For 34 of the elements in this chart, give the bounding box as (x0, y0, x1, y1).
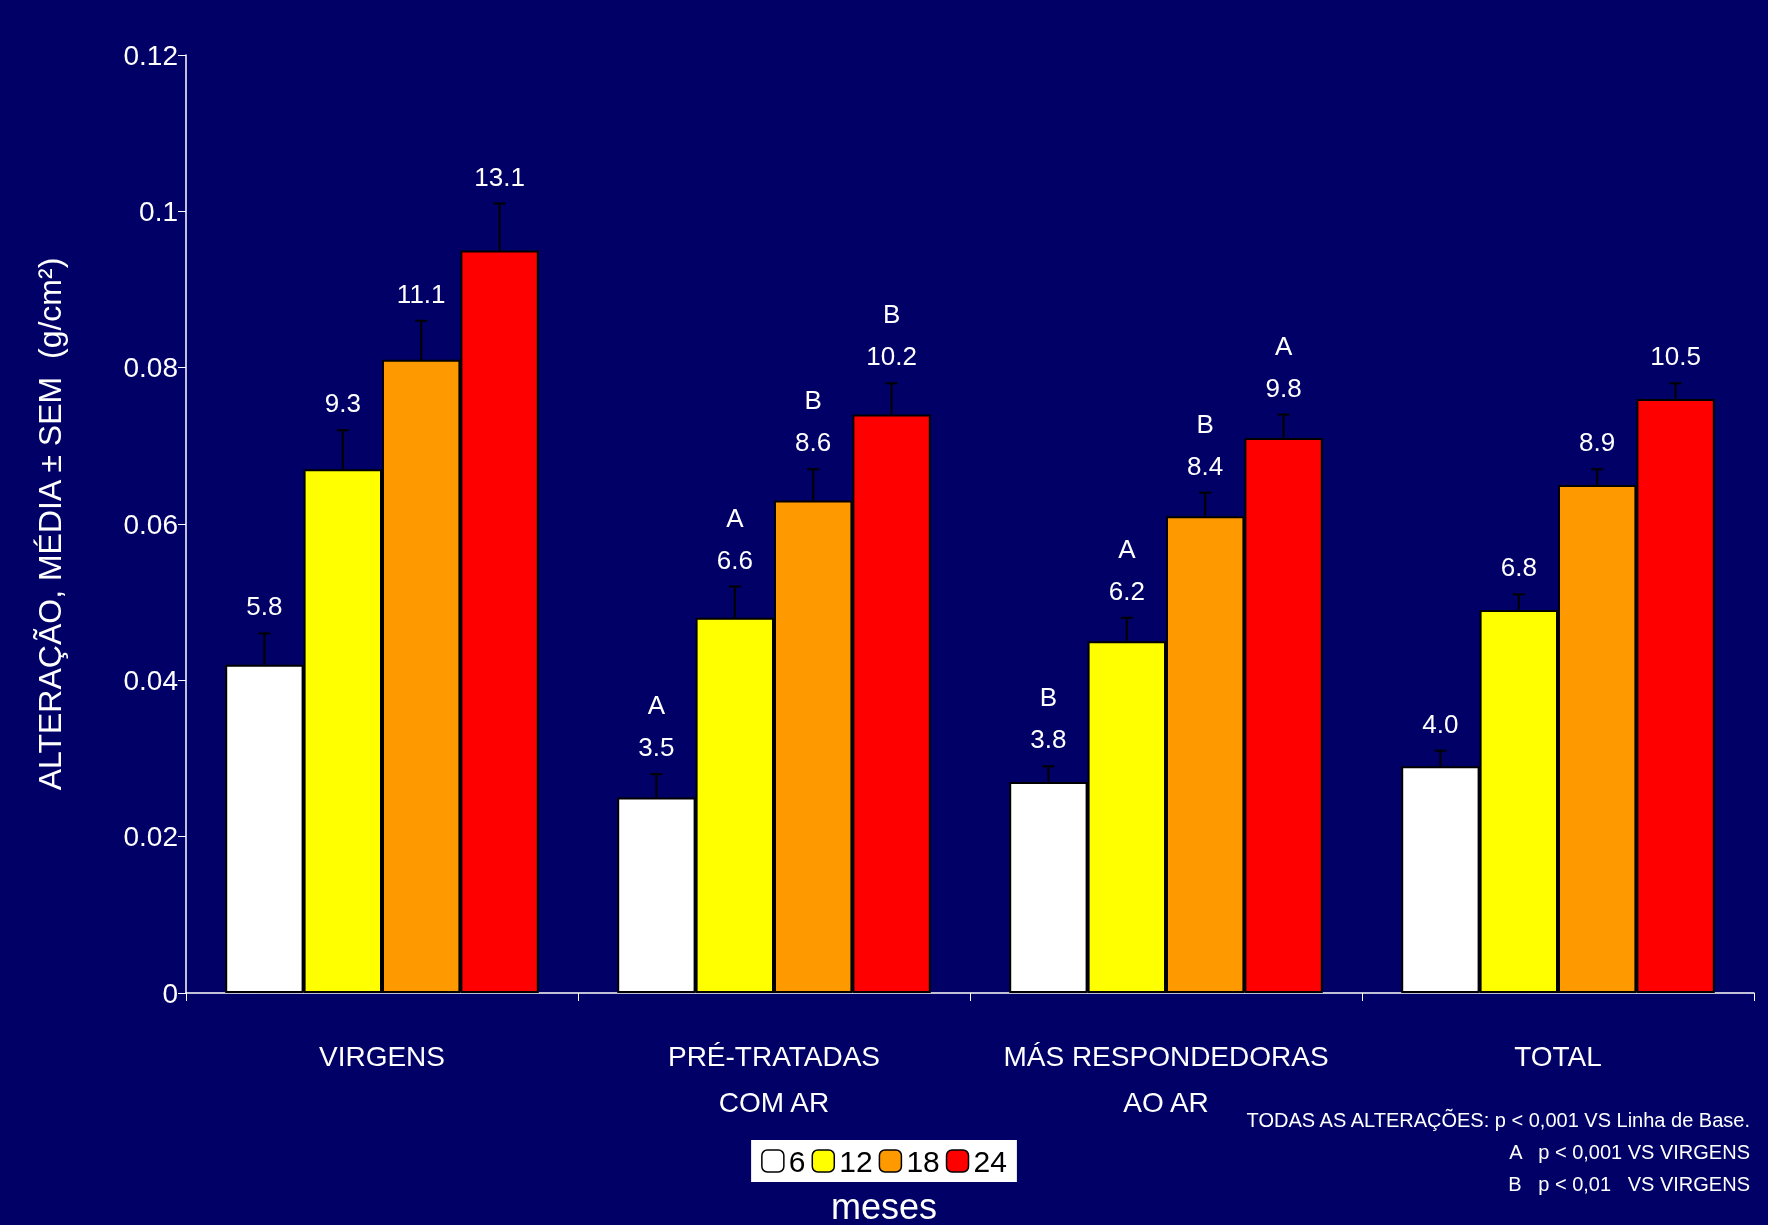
legend-label: 12 (839, 1144, 873, 1178)
text: B p < 0,01 VS VIRGENS (1508, 1173, 1750, 1195)
y-axis-title: ALTERAÇÃO, MÉDIA ± SEM (g/cm²) (32, 257, 68, 791)
legend-label: 24 (973, 1144, 1007, 1178)
annotation: B 8.4 (1187, 408, 1224, 481)
annotation: 10.5 (1650, 341, 1701, 372)
annotation: A 9.8 (1265, 330, 1302, 403)
x-tick-label: VIRGENS (318, 1040, 446, 1072)
legend-label: 18 (906, 1144, 940, 1178)
y-tick-label: 0.02 (123, 821, 178, 853)
annotation: B 3.8 (1030, 682, 1067, 755)
annotation: 13.1 (474, 161, 525, 192)
annotation: 9.3 (324, 388, 361, 419)
annotation: B 10.2 (866, 299, 917, 372)
annotation: A 6.2 (1108, 533, 1145, 606)
text: A p < 0,001 VS VIRGENS (1509, 1141, 1750, 1163)
annotation: 5.8 (246, 591, 283, 622)
annotation: 4.0 (1422, 708, 1459, 739)
annotation: 11.1 (396, 278, 446, 309)
annotation: A 3.5 (638, 690, 675, 763)
annotation: B 8.6 (795, 385, 832, 458)
x-tick-label: TOTAL (1514, 1040, 1602, 1072)
legend-title: meses (830, 1185, 938, 1225)
legend-label: 6 (788, 1144, 806, 1178)
annotation: 8.9 (1579, 427, 1616, 458)
annotation: 6.8 (1500, 552, 1537, 583)
y-tick-label: 0.04 (123, 664, 178, 696)
y-tick-label: 0.12 (123, 39, 178, 71)
x-tick-label: PRÉ-TRATADAS COM AR (667, 1040, 881, 1118)
y-tick-label: 0.1 (139, 195, 178, 227)
y-tick-label: 0 (162, 977, 178, 1009)
annotation: A 6.6 (716, 502, 753, 575)
y-tick-label: 0.06 (123, 508, 178, 540)
y-tick-label: 0.08 (123, 352, 178, 384)
